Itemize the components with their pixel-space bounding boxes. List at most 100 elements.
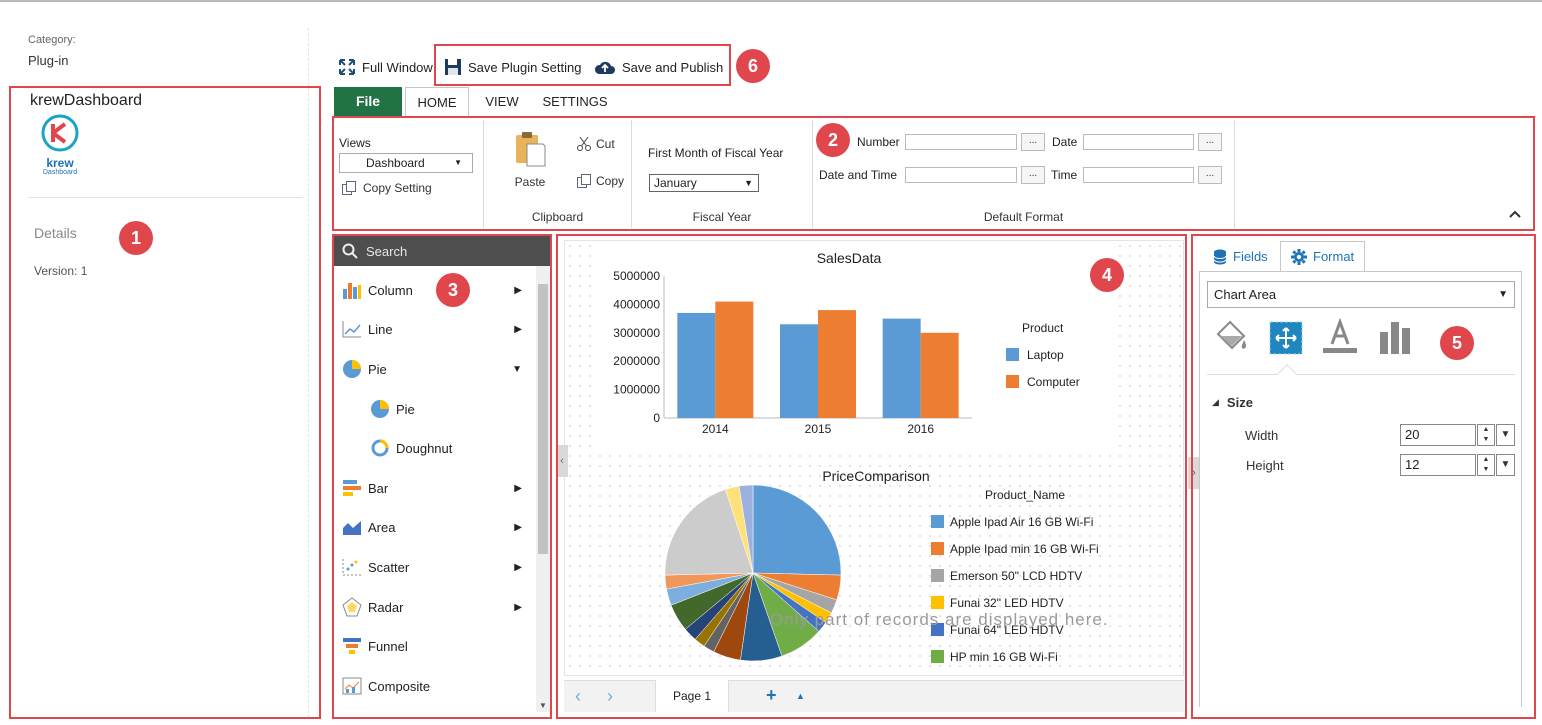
list-scrollbar-thumb[interactable] [538, 284, 548, 554]
search-placeholder: Search [366, 243, 408, 259]
annotation-badge-1: 1 [119, 221, 153, 255]
page-menu-icon[interactable]: ▲ [796, 691, 805, 701]
width-stepper[interactable]: ▲ ▼ [1477, 424, 1495, 446]
plugin-name: krewDashboard [30, 92, 143, 109]
chart-type-label: Column [368, 282, 413, 298]
cut-button[interactable]: Cut [576, 136, 615, 152]
x-tick-label: 2015 [805, 422, 832, 436]
ribbon-separator [631, 120, 632, 228]
chart-type-line[interactable]: Line ▶ [334, 310, 530, 348]
area-chart-icon [343, 521, 361, 535]
chart-format-button[interactable] [1378, 320, 1414, 359]
width-label: Width [1245, 428, 1279, 443]
date-format-button[interactable]: ... [1198, 133, 1222, 151]
scroll-down-icon[interactable]: ▼ [539, 701, 547, 710]
category-value: Plug-in [28, 53, 69, 68]
bar-chart-icon [343, 480, 361, 496]
tab-settings[interactable]: SETTINGS [542, 94, 608, 109]
copy-setting-label: Copy Setting [363, 181, 432, 195]
tab-view[interactable]: VIEW [485, 94, 519, 109]
views-select[interactable]: Dashboard ▼ [339, 153, 473, 173]
size-format-button[interactable] [1268, 320, 1304, 359]
copy-button[interactable]: Copy [576, 173, 624, 189]
number-label: Number [857, 135, 900, 149]
legend-label: Funai 32" LED HDTV [950, 596, 1064, 610]
chevron-right-icon: ▶ [514, 521, 522, 533]
tab-fields[interactable]: Fields [1203, 241, 1278, 272]
chart-type-bar[interactable]: Bar ▶ [334, 469, 530, 507]
legend-label: Computer [1027, 375, 1080, 389]
legend-swatch [931, 650, 944, 663]
width-dropdown[interactable]: ▼ [1496, 424, 1515, 446]
text-format-button[interactable] [1321, 317, 1359, 359]
bar [920, 332, 959, 418]
pie-slice [738, 484, 754, 574]
size-section-label: Size [1226, 395, 1253, 410]
paste-button[interactable]: Paste [508, 130, 552, 189]
chart-type-area[interactable]: Area ▶ [334, 508, 530, 546]
radar-chart-icon [342, 597, 362, 617]
width-input[interactable]: 20 [1400, 424, 1476, 446]
collapse-ribbon-button[interactable] [1508, 208, 1522, 222]
tab-home[interactable]: HOME [405, 87, 469, 117]
chart-type-composite[interactable]: Composite [334, 667, 530, 705]
ribbon-separator [483, 120, 484, 228]
full-window-button[interactable]: Full Window [338, 57, 433, 77]
chevron-right-icon: ▶ [514, 284, 522, 296]
save-and-publish-button[interactable]: Save and Publish [594, 57, 723, 77]
chart-subtype-pie[interactable]: Pie [334, 390, 530, 428]
category-label: Category: [28, 34, 76, 46]
chart-type-column[interactable]: Column ▶ [334, 271, 530, 309]
legend-swatch [931, 515, 944, 528]
pie-slice [752, 484, 842, 576]
tab-format[interactable]: Format [1280, 241, 1366, 272]
format-divider [1207, 374, 1515, 375]
format-target-select[interactable]: Chart Area ▼ [1207, 281, 1515, 308]
top-border [0, 0, 1542, 2]
number-format-field[interactable] [905, 134, 1017, 150]
chart-type-scatter[interactable]: Scatter ▶ [334, 548, 530, 586]
prev-page-icon[interactable]: ‹ [575, 686, 581, 706]
legend-swatch [931, 542, 944, 555]
tab-file[interactable]: File [334, 87, 402, 116]
add-page-icon[interactable]: + [766, 685, 777, 705]
size-section-header[interactable]: ◢ Size [1212, 395, 1253, 410]
copy-icon [342, 181, 356, 195]
chart-type-label: Line [368, 321, 393, 337]
panel-separator [308, 28, 309, 718]
datetime-format-field[interactable] [905, 167, 1017, 183]
number-format-button[interactable]: ... [1021, 133, 1045, 151]
height-dropdown[interactable]: ▼ [1496, 454, 1515, 476]
save-icon [445, 59, 461, 75]
datetime-format-button[interactable]: ... [1021, 166, 1045, 184]
paste-label: Paste [514, 175, 546, 189]
fiscal-month-select[interactable]: January ▼ [649, 174, 759, 192]
resize-handle[interactable] [1191, 428, 1197, 440]
chart-type-funnel[interactable]: Funnel [334, 627, 530, 665]
save-plugin-setting-button[interactable]: Save Plugin Setting [444, 57, 581, 77]
chart-type-radar[interactable]: Radar ▶ [334, 588, 530, 626]
chart-type-pie[interactable]: Pie ▼ [334, 350, 530, 388]
chart-subtype-doughnut[interactable]: Doughnut [334, 429, 530, 467]
copy-icon [577, 174, 591, 188]
collapse-left-panel-button[interactable]: ‹ [556, 445, 568, 477]
watermark-text: Only part of records are displayed here. [770, 610, 1109, 629]
chart-search-input[interactable]: Search [334, 236, 550, 266]
height-stepper[interactable]: ▲ ▼ [1477, 454, 1495, 476]
next-page-icon[interactable]: › [607, 686, 613, 706]
fill-format-button[interactable] [1212, 318, 1250, 359]
default-format-group-label: Default Format [983, 210, 1064, 224]
copy-setting-button[interactable]: Copy Setting [341, 180, 432, 196]
chart-type-label: Pie [396, 401, 415, 417]
page-tab[interactable]: Page 1 [655, 680, 729, 712]
line-chart-icon [342, 321, 361, 338]
time-format-field[interactable] [1083, 167, 1194, 183]
time-format-button[interactable]: ... [1198, 166, 1222, 184]
format-target-value: Chart Area [1214, 287, 1277, 302]
legend-label: Apple Ipad Air 16 GB Wi-Fi [950, 515, 1093, 529]
legend-title: Product [1022, 321, 1064, 335]
height-input[interactable]: 12 [1400, 454, 1476, 476]
date-format-field[interactable] [1083, 134, 1194, 150]
gear-icon [1291, 248, 1307, 265]
bar [882, 318, 921, 418]
